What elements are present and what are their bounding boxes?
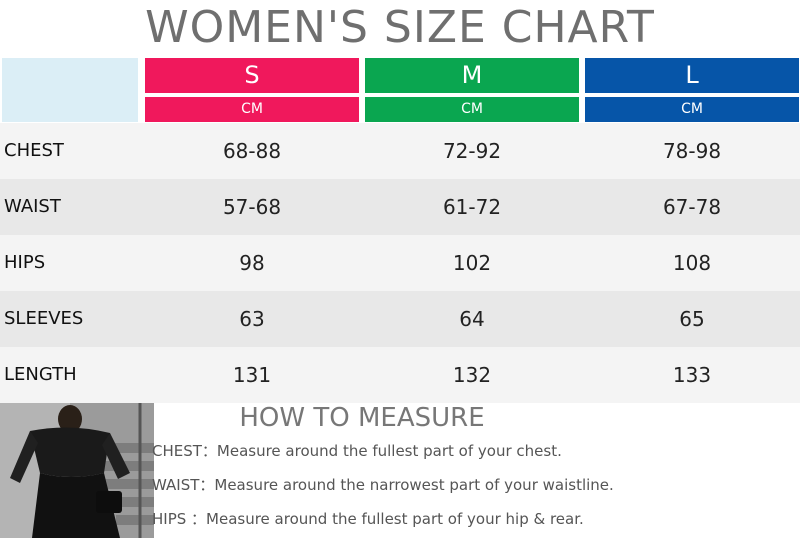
header-corner-cell bbox=[2, 58, 138, 122]
how-to-measure-title: HOW TO MEASURE bbox=[239, 403, 485, 433]
size-header-m: M bbox=[365, 58, 579, 93]
row-label: LENGTH bbox=[4, 364, 77, 385]
table-cell: 78-98 bbox=[662, 139, 722, 163]
table-cell: 72-92 bbox=[442, 139, 502, 163]
unit-header-m: CM bbox=[365, 97, 579, 122]
row-label: WAIST bbox=[4, 196, 61, 217]
table-row-chest: CHEST 68-88 72-92 78-98 bbox=[0, 123, 800, 179]
size-header-l: L bbox=[585, 58, 799, 93]
size-header-s: S bbox=[145, 58, 359, 93]
row-label: CHEST bbox=[4, 140, 64, 161]
table-row-length: LENGTH 131 132 133 bbox=[0, 347, 800, 403]
table-cell: 98 bbox=[239, 251, 265, 275]
table-cell: 57-68 bbox=[222, 195, 282, 219]
measure-instruction-chest: CHEST：Measure around the fullest part of… bbox=[152, 442, 562, 460]
table-cell: 68-88 bbox=[222, 139, 282, 163]
unit-header-l: CM bbox=[585, 97, 799, 122]
table-cell: 108 bbox=[672, 251, 712, 275]
table-cell: 63 bbox=[239, 307, 265, 331]
measure-instruction-hips: HIPS ：Measure around the fullest part of… bbox=[152, 510, 584, 528]
page-title: WOMEN'S SIZE CHART bbox=[145, 2, 655, 53]
row-label: HIPS bbox=[4, 252, 46, 273]
table-cell: 131 bbox=[232, 363, 272, 387]
table-cell: 133 bbox=[672, 363, 712, 387]
table-row-waist: WAIST 57-68 61-72 67-78 bbox=[0, 179, 800, 235]
table-cell: 132 bbox=[452, 363, 492, 387]
table-cell: 64 bbox=[459, 307, 485, 331]
table-cell: 102 bbox=[452, 251, 492, 275]
table-cell: 61-72 bbox=[442, 195, 502, 219]
unit-header-s: CM bbox=[145, 97, 359, 122]
table-cell: 67-78 bbox=[662, 195, 722, 219]
row-label: SLEEVES bbox=[4, 308, 84, 329]
table-row-hips: HIPS 98 102 108 bbox=[0, 235, 800, 291]
measure-instruction-waist: WAIST：Measure around the narrowest part … bbox=[152, 476, 614, 494]
table-row-sleeves: SLEEVES 63 64 65 bbox=[0, 291, 800, 347]
table-cell: 65 bbox=[679, 307, 705, 331]
model-photo bbox=[0, 403, 154, 538]
